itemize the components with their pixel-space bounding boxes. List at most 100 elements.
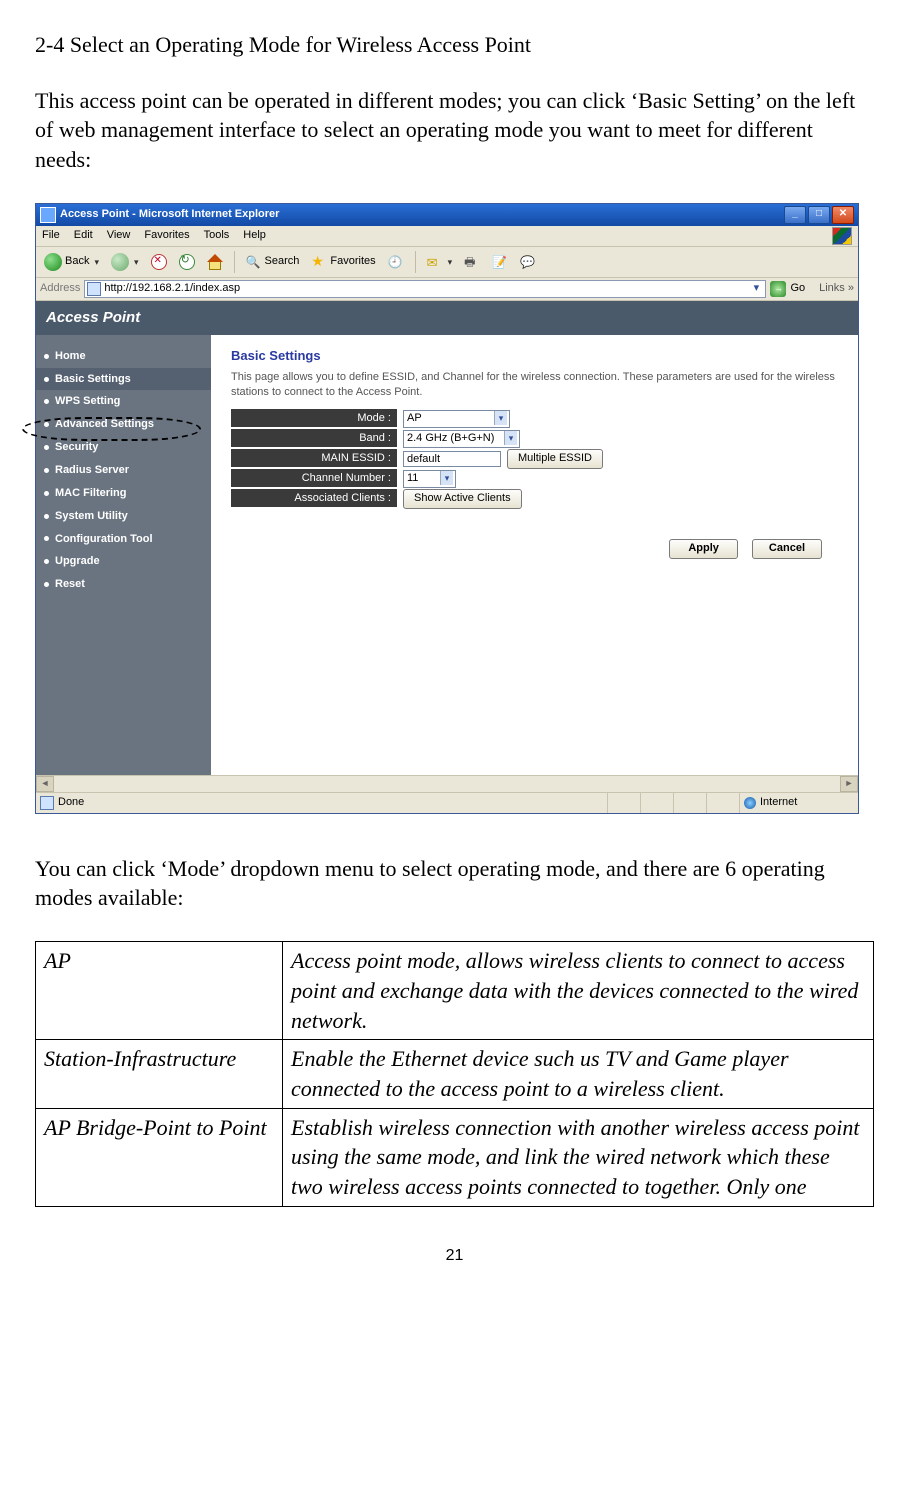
panel-title: Basic Settings	[231, 347, 842, 365]
sidebar-item-basic-settings[interactable]: Basic Settings	[36, 368, 211, 391]
label-band: Band :	[231, 429, 397, 448]
home-button[interactable]	[203, 252, 227, 272]
label-mode: Mode :	[231, 409, 397, 428]
bullet-icon	[44, 468, 49, 473]
sidebar-item-label: Advanced Settings	[55, 417, 154, 432]
bullet-icon	[44, 559, 49, 564]
show-clients-button[interactable]: Show Active Clients	[403, 489, 522, 509]
browser-window: Access Point - Microsoft Internet Explor…	[35, 203, 859, 814]
mode-desc: Enable the Ethernet device such us TV an…	[283, 1040, 874, 1108]
history-button[interactable]	[384, 252, 408, 272]
favorites-button[interactable]: Favorites	[307, 252, 379, 272]
bullet-icon	[44, 445, 49, 450]
mode-name: AP	[36, 942, 283, 1040]
select-channel[interactable]: 11	[403, 470, 456, 488]
menubar: File Edit View Favorites Tools Help	[36, 226, 858, 247]
address-bar: Address http://192.168.2.1/index.asp ▾ →…	[36, 278, 858, 301]
row-mode: Mode : AP	[231, 409, 842, 429]
url-text: http://192.168.2.1/index.asp	[104, 281, 240, 296]
edit-button[interactable]	[488, 252, 512, 272]
mode-desc: Access point mode, allows wireless clien…	[283, 942, 874, 1040]
sidebar-item-label: Basic Settings	[55, 372, 131, 387]
sidebar-item-radius-server[interactable]: Radius Server	[36, 459, 211, 482]
row-band: Band : 2.4 GHz (B+G+N)	[231, 429, 842, 449]
links-label[interactable]: Links »	[819, 281, 854, 296]
multiple-essid-button[interactable]: Multiple ESSID	[507, 449, 603, 469]
sidebar-item-label: Radius Server	[55, 463, 129, 478]
refresh-icon	[179, 254, 195, 270]
stop-button[interactable]	[147, 252, 171, 272]
sidebar-item-wps-setting[interactable]: WPS Setting	[36, 390, 211, 413]
sidebar-item-mac-filtering[interactable]: MAC Filtering	[36, 482, 211, 505]
window-title: Access Point - Microsoft Internet Explor…	[60, 207, 784, 222]
forward-button[interactable]	[107, 251, 143, 273]
status-zone: Internet	[739, 793, 858, 813]
sidebar-item-security[interactable]: Security	[36, 436, 211, 459]
main-panel: Basic Settings This page allows you to d…	[211, 335, 858, 775]
status-done: Done	[36, 795, 607, 810]
sidebar-item-label: Security	[55, 440, 98, 455]
cancel-button[interactable]: Cancel	[752, 539, 822, 559]
menu-favorites[interactable]: Favorites	[144, 228, 189, 243]
sidebar-item-home[interactable]: Home	[36, 345, 211, 368]
label-essid: MAIN ESSID :	[231, 449, 397, 468]
row-clients: Associated Clients : Show Active Clients	[231, 489, 842, 509]
refresh-button[interactable]	[175, 252, 199, 272]
menu-edit[interactable]: Edit	[74, 228, 93, 243]
menu-help[interactable]: Help	[243, 228, 266, 243]
select-band[interactable]: 2.4 GHz (B+G+N)	[403, 430, 520, 448]
label-clients: Associated Clients :	[231, 489, 397, 508]
sidebar-item-label: Configuration Tool	[55, 532, 153, 547]
stop-icon	[151, 254, 167, 270]
favorites-label: Favorites	[330, 254, 375, 269]
row-channel: Channel Number : 11	[231, 469, 842, 489]
maximize-button[interactable]: □	[808, 206, 830, 224]
scroll-right-button[interactable]: ►	[840, 776, 858, 792]
print-button[interactable]	[460, 252, 484, 272]
url-input[interactable]: http://192.168.2.1/index.asp ▾	[84, 280, 766, 298]
label-channel: Channel Number :	[231, 469, 397, 488]
forward-icon	[111, 253, 129, 271]
apply-button[interactable]: Apply	[669, 539, 738, 559]
sidebar-item-configuration-tool[interactable]: Configuration Tool	[36, 528, 211, 551]
sidebar-item-system-utility[interactable]: System Utility	[36, 505, 211, 528]
sidebar-item-upgrade[interactable]: Upgrade	[36, 550, 211, 573]
scroll-left-button[interactable]: ◄	[36, 776, 54, 792]
status-bar: Done Internet	[36, 792, 858, 813]
sidebar-item-reset[interactable]: Reset	[36, 573, 211, 596]
internet-icon	[744, 797, 756, 809]
go-button[interactable]: →	[770, 281, 786, 297]
star-icon	[311, 254, 327, 270]
url-dropdown[interactable]: ▾	[749, 281, 763, 296]
close-button[interactable]: ✕	[832, 206, 854, 224]
menu-tools[interactable]: Tools	[204, 228, 230, 243]
menu-file[interactable]: File	[42, 228, 60, 243]
select-mode[interactable]: AP	[403, 410, 510, 428]
search-button[interactable]: Search	[242, 252, 304, 272]
menu-view[interactable]: View	[107, 228, 131, 243]
h-scrollbar[interactable]: ◄ ►	[36, 775, 858, 792]
modes-table: APAccess point mode, allows wireless cli…	[35, 941, 874, 1207]
messenger-button[interactable]	[516, 252, 540, 272]
input-essid[interactable]: default	[403, 451, 501, 467]
sidebar-item-label: MAC Filtering	[55, 486, 127, 501]
messenger-icon	[520, 254, 536, 270]
sidebar-item-advanced-settings[interactable]: Advanced Settings	[36, 413, 211, 436]
back-button[interactable]: Back	[40, 251, 103, 273]
bullet-icon	[44, 536, 49, 541]
titlebar: Access Point - Microsoft Internet Explor…	[36, 204, 858, 226]
search-icon	[246, 254, 262, 270]
back-label: Back	[65, 254, 89, 269]
row-essid: MAIN ESSID : default Multiple ESSID	[231, 449, 842, 469]
back-icon	[44, 253, 62, 271]
bullet-icon	[44, 582, 49, 587]
mode-name: AP Bridge-Point to Point	[36, 1108, 283, 1206]
product-brand: Access Point	[36, 301, 858, 335]
mode-desc: Establish wireless connection with anoth…	[283, 1108, 874, 1206]
table-row: Station-InfrastructureEnable the Etherne…	[36, 1040, 874, 1108]
go-label: Go	[790, 281, 805, 296]
page-content: Access Point Home Basic Settings WPS Setti…	[36, 301, 858, 775]
minimize-button[interactable]: _	[784, 206, 806, 224]
table-row: APAccess point mode, allows wireless cli…	[36, 942, 874, 1040]
mail-button[interactable]	[423, 252, 457, 272]
